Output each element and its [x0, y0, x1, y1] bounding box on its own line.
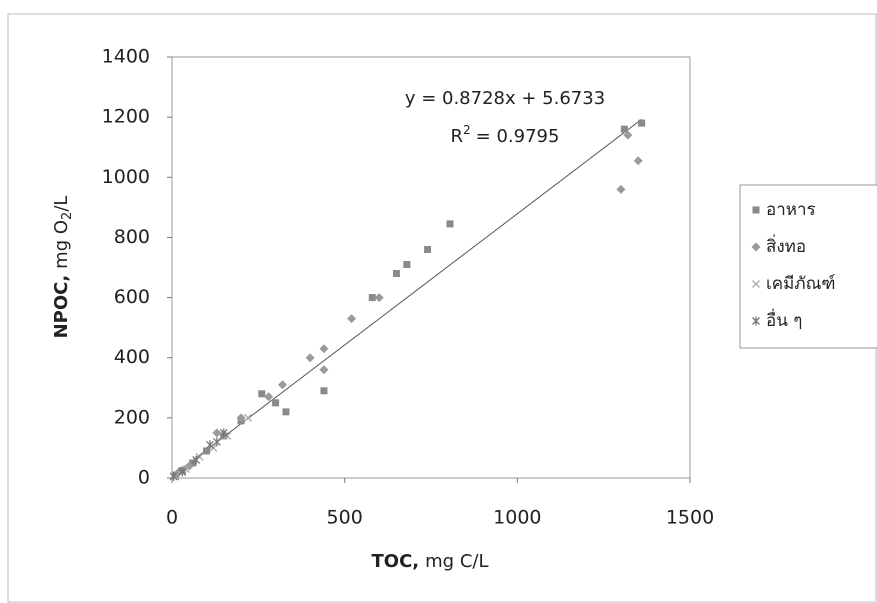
marker — [282, 408, 290, 416]
marker — [347, 314, 357, 324]
r2-tail: = 0.9795 — [476, 126, 560, 147]
marker — [206, 440, 214, 450]
marker — [368, 294, 376, 302]
y-tick-label: 1200 — [102, 106, 150, 128]
legend-label: อื่น ๆ — [766, 308, 802, 331]
x-title-text: mg C/L — [425, 551, 488, 572]
marker — [374, 293, 384, 303]
marker — [446, 220, 454, 228]
marker — [264, 392, 274, 402]
x-tick-label: 1000 — [493, 507, 541, 529]
marker — [305, 353, 315, 363]
marker — [272, 399, 280, 407]
y-tick-label: 1400 — [102, 46, 150, 68]
y-title-text: mg O — [51, 220, 72, 269]
marker — [319, 365, 329, 375]
marker — [752, 280, 760, 288]
marker — [616, 184, 626, 194]
x-title-bold: TOC, — [372, 551, 420, 572]
trendline — [171, 118, 642, 477]
x-tick-label: 500 — [327, 507, 363, 529]
marker — [392, 270, 400, 278]
plot-area — [171, 56, 691, 479]
y-title-bold: NPOC, — [51, 275, 72, 339]
y-title-sub: 2 — [60, 212, 75, 220]
marker — [219, 428, 228, 438]
marker — [623, 130, 633, 140]
marker — [236, 413, 246, 423]
y-tick-label: 800 — [114, 226, 150, 248]
marker — [620, 125, 628, 133]
marker — [638, 119, 646, 127]
marker — [169, 471, 178, 481]
y-tick-label: 600 — [114, 286, 150, 308]
marker — [178, 467, 187, 477]
marker — [212, 428, 222, 438]
x-tick-label: 1500 — [666, 507, 714, 529]
y-axis-title: NPOC, mg O2/L — [51, 196, 75, 339]
y-title-tail: /L — [51, 196, 72, 212]
r-squared: R2 = 0.9795 — [451, 123, 560, 148]
marker — [424, 245, 432, 253]
y-tick-label: 200 — [114, 406, 150, 428]
legend-label: อาหาร — [766, 200, 816, 220]
marker — [751, 242, 761, 252]
marker — [319, 344, 329, 354]
marker — [278, 380, 288, 390]
equation: y = 0.8728x + 5.6733 — [405, 88, 605, 109]
r2-text: R — [451, 126, 464, 147]
marker — [752, 316, 760, 326]
marker — [752, 206, 760, 214]
x-tick-label: 0 — [166, 507, 178, 529]
marker — [192, 455, 201, 465]
marker — [403, 260, 411, 268]
marker — [258, 390, 266, 398]
y-tick-label: 0 — [138, 467, 150, 489]
y-tick-label: 400 — [114, 346, 150, 368]
marker — [212, 437, 221, 447]
marker — [244, 413, 252, 422]
marker — [320, 387, 328, 395]
x-axis-title: TOC, mg C/L — [372, 551, 489, 572]
marker — [203, 447, 211, 455]
legend-label: สิ่งทอ — [766, 234, 806, 257]
legend-label: เคมีภัณฑ์ — [766, 274, 835, 294]
r2-sup: 2 — [463, 123, 471, 137]
marker — [633, 156, 643, 166]
y-tick-label: 1000 — [102, 166, 150, 188]
legend — [739, 184, 877, 349]
